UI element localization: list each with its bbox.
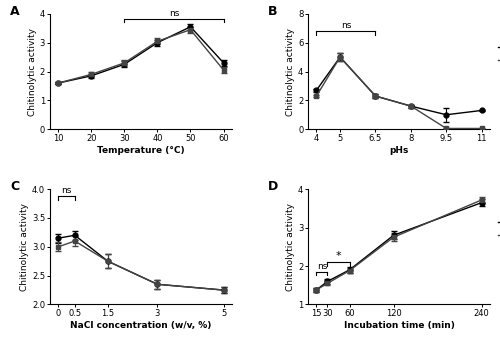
TOP-Co8 (154, 282, 160, 286)
Line: TOP-Co8: TOP-Co8 (314, 55, 484, 131)
GJ-Sp1 (408, 104, 414, 108)
GJ-Sp1 (346, 268, 352, 272)
TOP-Co8 (154, 39, 160, 43)
TOP-Co8 (88, 72, 94, 76)
X-axis label: Temperature (°C): Temperature (°C) (97, 146, 184, 155)
GJ-Sp1 (220, 288, 226, 292)
GJ-Sp1 (337, 55, 343, 59)
GJ-Sp1 (478, 201, 484, 205)
GJ-Sp1 (444, 113, 450, 117)
GJ-Sp1 (324, 279, 330, 283)
GJ-Sp1 (88, 74, 94, 78)
Y-axis label: Chitinolytic activity: Chitinolytic activity (286, 27, 295, 116)
GJ-Sp1 (372, 94, 378, 98)
Text: ns: ns (169, 9, 179, 18)
GJ-Sp1 (105, 259, 111, 263)
Line: GJ-Sp1: GJ-Sp1 (314, 200, 484, 292)
Y-axis label: Chitinolytic activity: Chitinolytic activity (20, 203, 29, 291)
Text: C: C (10, 180, 19, 193)
TOP-Co8 (188, 28, 194, 32)
TOP-Co8 (337, 55, 343, 59)
X-axis label: pHs: pHs (390, 146, 409, 155)
GJ-Sp1 (188, 25, 194, 29)
GJ-Sp1 (220, 61, 226, 65)
TOP-Co8 (478, 126, 484, 130)
TOP-Co8 (314, 288, 320, 292)
GJ-Sp1 (314, 288, 320, 292)
Text: D: D (268, 180, 278, 193)
Legend: GJ-Sp1, TOP-Co8: GJ-Sp1, TOP-Co8 (498, 218, 500, 241)
Y-axis label: Chitinolytic activity: Chitinolytic activity (28, 27, 37, 116)
Line: TOP-Co8: TOP-Co8 (314, 198, 484, 292)
Text: B: B (268, 4, 278, 18)
GJ-Sp1 (56, 236, 62, 240)
Text: ns: ns (62, 186, 72, 195)
Line: GJ-Sp1: GJ-Sp1 (314, 55, 484, 117)
Line: GJ-Sp1: GJ-Sp1 (56, 24, 226, 85)
Text: ns: ns (341, 21, 351, 30)
GJ-Sp1 (56, 81, 62, 85)
TOP-Co8 (56, 81, 62, 85)
TOP-Co8 (478, 198, 484, 202)
TOP-Co8 (72, 239, 78, 243)
GJ-Sp1 (154, 282, 160, 286)
GJ-Sp1 (154, 40, 160, 45)
TOP-Co8 (324, 281, 330, 285)
Text: *: * (336, 251, 342, 261)
TOP-Co8 (105, 259, 111, 263)
Line: GJ-Sp1: GJ-Sp1 (56, 233, 226, 292)
TOP-Co8 (220, 288, 226, 292)
TOP-Co8 (444, 126, 450, 130)
GJ-Sp1 (314, 88, 320, 92)
Y-axis label: Chitinolytic activity: Chitinolytic activity (286, 203, 295, 291)
X-axis label: Incubation time (min): Incubation time (min) (344, 321, 454, 330)
TOP-Co8 (314, 94, 320, 98)
TOP-Co8 (372, 94, 378, 98)
TOP-Co8 (56, 245, 62, 249)
Line: TOP-Co8: TOP-Co8 (56, 239, 226, 292)
GJ-Sp1 (478, 108, 484, 112)
TOP-Co8 (408, 104, 414, 108)
Line: TOP-Co8: TOP-Co8 (56, 27, 226, 85)
X-axis label: NaCl concentration (w/v, %): NaCl concentration (w/v, %) (70, 321, 212, 330)
Legend: GJ-Sp1, TOP-Co8: GJ-Sp1, TOP-Co8 (498, 43, 500, 65)
TOP-Co8 (390, 235, 396, 239)
Text: ns: ns (317, 262, 327, 271)
TOP-Co8 (346, 268, 352, 273)
Text: A: A (10, 4, 20, 18)
TOP-Co8 (122, 61, 128, 65)
GJ-Sp1 (72, 233, 78, 237)
GJ-Sp1 (390, 233, 396, 237)
GJ-Sp1 (122, 62, 128, 66)
TOP-Co8 (220, 68, 226, 72)
